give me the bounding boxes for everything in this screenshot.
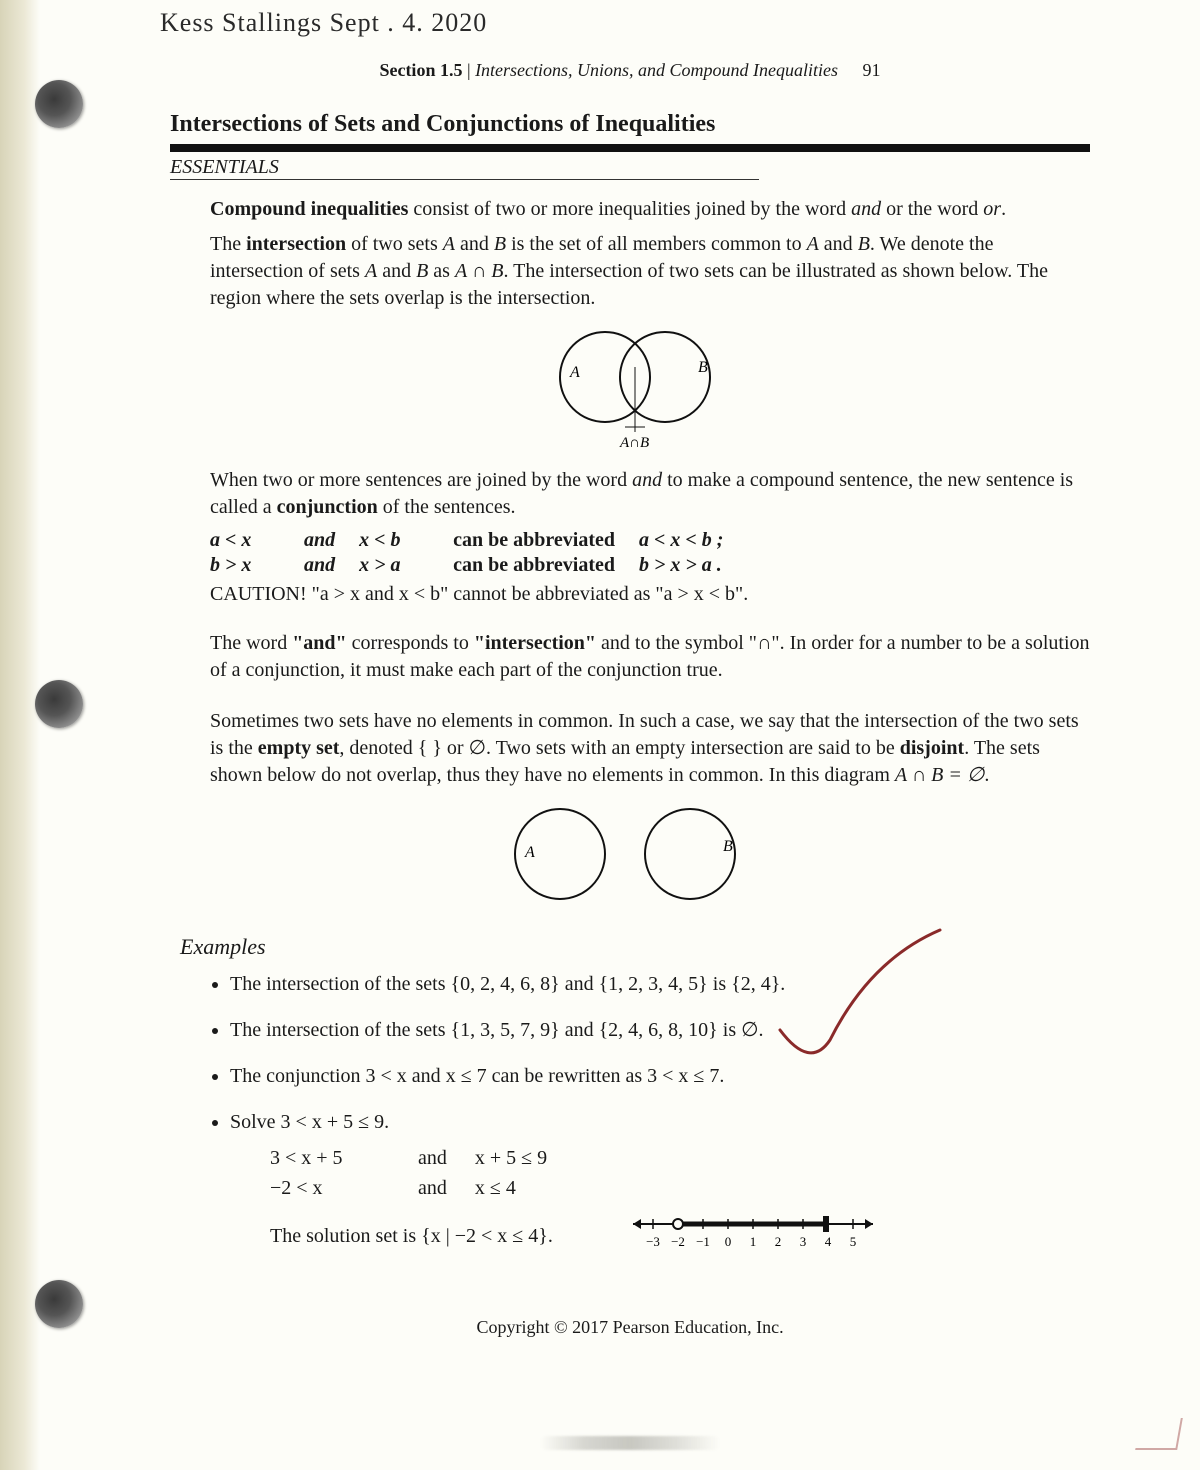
binding-edge (0, 0, 40, 1470)
binder-hole-icon (35, 1280, 83, 1328)
section-title: Intersections, Unions, and Compound Ineq… (475, 60, 838, 80)
svg-text:−1: −1 (696, 1234, 710, 1249)
paragraph-compound: Compound inequalities consist of two or … (210, 196, 1090, 223)
caution-line: CAUTION! "a > x and x < b" cannot be abb… (210, 583, 1090, 606)
solve-row-1: 3 < x + 5 and x + 5 ≤ 9 (270, 1144, 1090, 1172)
handwritten-name-date: Kess Stallings Sept . 4. 2020 (160, 8, 487, 38)
title-rule (170, 144, 1090, 152)
abbr-row-2: b > x and x > a can be abbreviated b > x… (210, 554, 1090, 577)
binder-hole-icon (35, 680, 83, 728)
paragraph-intersection: The intersection of two sets A and B is … (210, 231, 1090, 312)
page-number: 91 (863, 60, 881, 80)
example-2: The intersection of the sets {1, 3, 5, 7… (230, 1016, 1090, 1044)
smudge-mark (540, 1436, 720, 1450)
solution-set: The solution set is {x | −2 < x ≤ 4}. (270, 1222, 553, 1250)
corner-mark (1135, 1418, 1183, 1450)
solve-row-2: −2 < x and x ≤ 4 (270, 1174, 1090, 1202)
svg-text:−3: −3 (646, 1234, 660, 1249)
paragraph-empty-set: Sometimes two sets have no elements in c… (210, 708, 1090, 789)
number-line: −3 −2 −1 0 1 2 3 4 5 (623, 1204, 883, 1267)
svg-text:5: 5 (850, 1234, 857, 1249)
svg-text:1: 1 (750, 1234, 757, 1249)
binder-hole-icon (35, 80, 83, 128)
svg-text:3: 3 (800, 1234, 807, 1249)
examples-list: The intersection of the sets {0, 2, 4, 6… (230, 970, 1090, 1267)
main-heading: Intersections of Sets and Conjunctions o… (170, 111, 1090, 138)
example-4: Solve 3 < x + 5 ≤ 9. 3 < x + 5 and x + 5… (230, 1108, 1090, 1267)
venn-diagram-overlap: A B A∩B (170, 322, 1090, 457)
venn-b-label: B (698, 359, 708, 376)
separator: | (467, 60, 471, 80)
svg-text:2: 2 (775, 1234, 782, 1249)
svg-text:−2: −2 (671, 1234, 685, 1249)
example-1: The intersection of the sets {0, 2, 4, 6… (230, 970, 1090, 998)
page: Kess Stallings Sept . 4. 2020 Section 1.… (0, 0, 1200, 1470)
paragraph-and-intersection: The word "and" corresponds to "intersect… (210, 630, 1090, 684)
venn2-b-label: B (723, 838, 733, 855)
svg-text:0: 0 (725, 1234, 732, 1249)
section-number: Section 1.5 (379, 60, 462, 80)
venn-diagram-disjoint: A B (170, 799, 1090, 914)
example-3: The conjunction 3 < x and x ≤ 7 can be r… (230, 1062, 1090, 1090)
essentials-label: ESSENTIALS (170, 156, 759, 180)
venn-a-label: A (569, 364, 580, 381)
copyright-line: Copyright © 2017 Pearson Education, Inc. (170, 1317, 1090, 1338)
paragraph-conjunction: When two or more sentences are joined by… (210, 467, 1090, 521)
solution-row: The solution set is {x | −2 < x ≤ 4}. (270, 1204, 1090, 1267)
content-area: Section 1.5 | Intersections, Unions, and… (170, 60, 1090, 1338)
running-header: Section 1.5 | Intersections, Unions, and… (170, 60, 1090, 81)
venn2-a-label: A (524, 844, 535, 861)
abbr-row-1: a < x and x < b can be abbreviated a < x… (210, 529, 1090, 552)
svg-text:4: 4 (825, 1234, 832, 1249)
venn-intersection-label: A∩B (619, 435, 649, 451)
examples-heading: Examples (180, 934, 1090, 960)
abbreviation-rows: a < x and x < b can be abbreviated a < x… (210, 529, 1090, 577)
